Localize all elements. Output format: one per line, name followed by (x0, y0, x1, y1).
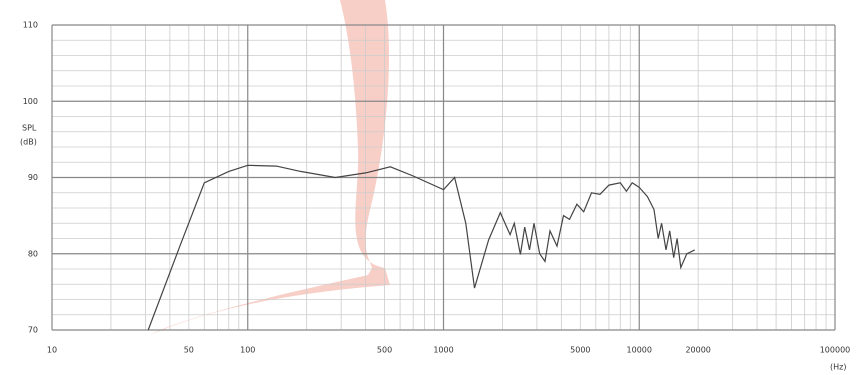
x-tick-label: 100000 (820, 346, 851, 355)
y-tick-label: 80 (28, 249, 38, 258)
series-line (147, 164, 695, 331)
x-axis-label: (Hz) (830, 363, 846, 372)
x-tick-label: 20000 (685, 346, 710, 355)
y-tick-label: 70 (28, 326, 38, 335)
x-tick-label: 500 (377, 346, 392, 355)
x-tick-label: 50 (184, 346, 194, 355)
x-tick-label: 1000 (433, 346, 453, 355)
x-tick-label: 100 (240, 346, 255, 355)
y-tick-label: 100 (23, 97, 38, 106)
x-tick-label: 10 (47, 346, 57, 355)
y-tick-label: 110 (23, 21, 38, 30)
y-axis-label: SPL (22, 124, 37, 133)
x-tick-label: 5000 (570, 346, 590, 355)
watermark (150, 0, 390, 335)
x-tick-label: 10000 (627, 346, 652, 355)
y-tick-label: 90 (28, 173, 38, 182)
y-axis-label: (dB) (20, 138, 37, 147)
